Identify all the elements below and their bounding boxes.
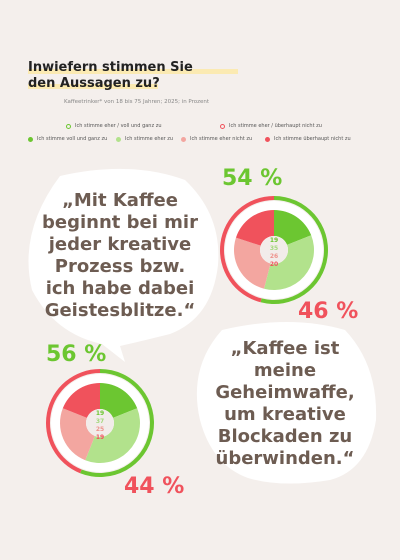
quote-1-line: ich habe dabei xyxy=(45,278,195,299)
data-label-fully-agree: 19 xyxy=(95,410,105,417)
data-label-not-at-all: 20 xyxy=(269,261,279,268)
legend-dot-icon xyxy=(116,136,121,142)
quote-1-line: Geistesblitze.“ xyxy=(44,300,196,321)
inner-labels-1: 19 35 26 20 xyxy=(262,237,286,269)
slice-rather-agree xyxy=(264,235,315,290)
data-label-fully-agree: 19 xyxy=(269,237,279,244)
quote-1: „Mit Kaffee beginnt bei mir jeder kreati… xyxy=(30,190,210,322)
legend-dot-icon xyxy=(181,136,186,142)
title-highlight-1 xyxy=(28,69,238,74)
speech-bubble-2 xyxy=(196,322,377,484)
slice-fully-agree xyxy=(274,210,312,245)
slice-not-at-all xyxy=(235,210,274,246)
title-highlight-2 xyxy=(28,84,158,89)
legend-label: Ich stimme voll und ganz zu xyxy=(37,136,108,142)
quote-1-line: Prozess bzw. xyxy=(54,256,186,277)
quote-2-line: überwinden.“ xyxy=(215,448,355,469)
quote-2-line: Blockaden zu xyxy=(217,426,353,447)
quote-2-line: „Kaffee ist xyxy=(230,338,340,359)
quote-2-line: um kreative xyxy=(224,404,346,425)
data-label-not-at-all: 19 xyxy=(95,434,105,441)
data-label-rather-disagree: 26 xyxy=(269,253,279,260)
legend-agree-total: Ich stimme eher / voll und ganz zu xyxy=(66,123,161,129)
inner-labels-2: 19 37 25 19 xyxy=(88,410,112,442)
legend-dot-icon xyxy=(265,136,270,142)
quote-1-line: „Mit Kaffee xyxy=(62,190,178,211)
disagree-total-label-2: 44 % xyxy=(124,474,185,499)
legend-rather-agree: Ich stimme eher zu xyxy=(116,136,173,142)
quote-1-line: jeder kreative xyxy=(48,234,192,255)
donut-hole xyxy=(86,409,114,437)
quote-1-line: beginnt bei mir xyxy=(42,212,198,233)
agree-total-label-1: 54 % xyxy=(222,166,283,191)
legend-label: Ich stimme überhaupt nicht zu xyxy=(274,136,351,142)
legend-label: Ich stimme eher zu xyxy=(125,136,174,142)
slice-rather-disagree xyxy=(59,408,95,461)
quote-2-line: meine xyxy=(253,360,317,381)
title-line-2: den Aussagen zu? xyxy=(28,76,160,91)
legend-label: Ich stimme eher / überhaupt nicht zu xyxy=(229,123,322,129)
slice-rather-agree xyxy=(85,408,141,464)
legend-fully-agree: Ich stimme voll und ganz zu xyxy=(28,136,107,142)
quote-2: „Kaffee ist meine Geheimwaffe, um kreati… xyxy=(200,338,370,470)
title-line-1: Inwiefern stimmen Sie xyxy=(28,60,193,75)
disagree-total-label-1: 46 % xyxy=(298,299,359,324)
slice-not-at-all xyxy=(62,383,100,418)
legend-ring-red-icon xyxy=(220,123,225,129)
data-label-rather-disagree: 25 xyxy=(95,426,105,433)
legend-dot-icon xyxy=(28,136,33,142)
donut-hole xyxy=(260,236,288,264)
speech-bubble-1 xyxy=(28,168,219,362)
legend-rather-disagree: Ich stimme eher nicht zu xyxy=(181,136,252,142)
slice-rather-disagree xyxy=(233,237,271,289)
data-label-rather-agree: 37 xyxy=(95,418,105,425)
agree-total-label-2: 56 % xyxy=(46,342,107,367)
data-label-rather-agree: 35 xyxy=(269,245,279,252)
legend-disagree-total: Ich stimme eher / überhaupt nicht zu xyxy=(220,123,322,129)
title-block: Inwiefern stimmen Sie den Aussagen zu? xyxy=(28,60,248,92)
legend-label: Ich stimme eher nicht zu xyxy=(190,136,253,142)
subtitle: Kaffeetrinker* von 18 bis 75 Jahren; 202… xyxy=(64,99,210,105)
slice-fully-agree xyxy=(100,383,138,418)
legend-ring-green-icon xyxy=(66,123,71,129)
page-title: Inwiefern stimmen Sie den Aussagen zu? xyxy=(28,60,248,92)
legend-not-at-all: Ich stimme überhaupt nicht zu xyxy=(265,136,351,142)
quote-2-line: Geheimwaffe, xyxy=(215,382,355,403)
legend-label: Ich stimme eher / voll und ganz zu xyxy=(75,123,162,129)
